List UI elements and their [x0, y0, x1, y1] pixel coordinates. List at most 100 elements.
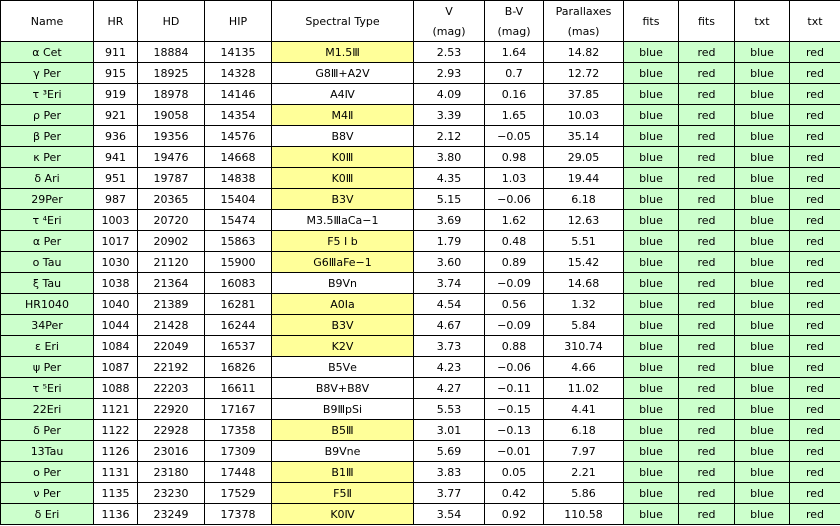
link-fits-blue[interactable]: blue	[623, 188, 679, 210]
link-fits-blue[interactable]: blue	[623, 461, 679, 483]
link-txt-red[interactable]: red	[789, 461, 840, 483]
link-fits-blue[interactable]: blue	[623, 419, 679, 441]
link-fits-blue[interactable]: blue	[623, 41, 679, 63]
header-v: V	[413, 0, 485, 21]
link-txt-red[interactable]: red	[789, 335, 840, 357]
link-fits-red[interactable]: red	[678, 461, 735, 483]
cell-hd: 23180	[137, 461, 205, 483]
header-v-unit: (mag)	[413, 21, 485, 42]
link-fits-red[interactable]: red	[678, 146, 735, 168]
link-fits-red[interactable]: red	[678, 335, 735, 357]
link-fits-blue[interactable]: blue	[623, 125, 679, 147]
link-txt-blue[interactable]: blue	[734, 272, 790, 294]
link-txt-red[interactable]: red	[789, 83, 840, 105]
link-fits-blue[interactable]: blue	[623, 356, 679, 378]
link-txt-blue[interactable]: blue	[734, 419, 790, 441]
cell-v-mag: 2.53	[413, 41, 485, 63]
link-txt-red[interactable]: red	[789, 209, 840, 231]
link-txt-blue[interactable]: blue	[734, 41, 790, 63]
link-fits-red[interactable]: red	[678, 167, 735, 189]
link-fits-red[interactable]: red	[678, 272, 735, 294]
link-fits-red[interactable]: red	[678, 62, 735, 84]
link-txt-red[interactable]: red	[789, 272, 840, 294]
link-fits-red[interactable]: red	[678, 251, 735, 273]
link-txt-red[interactable]: red	[789, 188, 840, 210]
link-txt-red[interactable]: red	[789, 146, 840, 168]
link-txt-red[interactable]: red	[789, 398, 840, 420]
link-txt-blue[interactable]: blue	[734, 356, 790, 378]
link-fits-blue[interactable]: blue	[623, 335, 679, 357]
link-fits-blue[interactable]: blue	[623, 167, 679, 189]
link-txt-red[interactable]: red	[789, 167, 840, 189]
link-fits-red[interactable]: red	[678, 125, 735, 147]
link-txt-blue[interactable]: blue	[734, 482, 790, 504]
link-txt-red[interactable]: red	[789, 125, 840, 147]
link-txt-red[interactable]: red	[789, 377, 840, 399]
link-fits-red[interactable]: red	[678, 377, 735, 399]
link-fits-blue[interactable]: blue	[623, 482, 679, 504]
link-txt-red[interactable]: red	[789, 419, 840, 441]
link-txt-blue[interactable]: blue	[734, 188, 790, 210]
link-txt-blue[interactable]: blue	[734, 377, 790, 399]
link-fits-blue[interactable]: blue	[623, 377, 679, 399]
link-txt-red[interactable]: red	[789, 104, 840, 126]
link-txt-red[interactable]: red	[789, 41, 840, 63]
link-txt-red[interactable]: red	[789, 314, 840, 336]
link-txt-red[interactable]: red	[789, 356, 840, 378]
link-fits-red[interactable]: red	[678, 293, 735, 315]
link-txt-blue[interactable]: blue	[734, 335, 790, 357]
table-row: ε Eri 1084 22049 16537 K2Ⅴ 3.73 0.88 310.74 blue…	[0, 335, 840, 357]
link-txt-red[interactable]: red	[789, 503, 840, 525]
link-fits-red[interactable]: red	[678, 314, 735, 336]
link-txt-blue[interactable]: blue	[734, 293, 790, 315]
link-txt-blue[interactable]: blue	[734, 125, 790, 147]
link-fits-red[interactable]: red	[678, 398, 735, 420]
link-txt-blue[interactable]: blue	[734, 83, 790, 105]
link-fits-blue[interactable]: blue	[623, 440, 679, 462]
link-txt-blue[interactable]: blue	[734, 251, 790, 273]
link-txt-blue[interactable]: blue	[734, 398, 790, 420]
link-fits-blue[interactable]: blue	[623, 146, 679, 168]
link-fits-red[interactable]: red	[678, 104, 735, 126]
link-fits-red[interactable]: red	[678, 41, 735, 63]
cell-name: ν Per	[0, 482, 94, 504]
link-txt-blue[interactable]: blue	[734, 104, 790, 126]
link-fits-blue[interactable]: blue	[623, 62, 679, 84]
link-txt-red[interactable]: red	[789, 251, 840, 273]
link-fits-red[interactable]: red	[678, 503, 735, 525]
link-txt-red[interactable]: red	[789, 62, 840, 84]
link-txt-red[interactable]: red	[789, 440, 840, 462]
link-txt-blue[interactable]: blue	[734, 314, 790, 336]
link-fits-red[interactable]: red	[678, 440, 735, 462]
link-fits-blue[interactable]: blue	[623, 293, 679, 315]
link-txt-blue[interactable]: blue	[734, 461, 790, 483]
link-txt-blue[interactable]: blue	[734, 503, 790, 525]
link-txt-blue[interactable]: blue	[734, 209, 790, 231]
link-fits-blue[interactable]: blue	[623, 272, 679, 294]
link-fits-blue[interactable]: blue	[623, 230, 679, 252]
link-txt-blue[interactable]: blue	[734, 230, 790, 252]
link-txt-blue[interactable]: blue	[734, 440, 790, 462]
link-fits-blue[interactable]: blue	[623, 251, 679, 273]
link-fits-blue[interactable]: blue	[623, 104, 679, 126]
cell-hd: 20902	[137, 230, 205, 252]
link-fits-red[interactable]: red	[678, 83, 735, 105]
link-fits-blue[interactable]: blue	[623, 503, 679, 525]
link-fits-blue[interactable]: blue	[623, 398, 679, 420]
link-txt-red[interactable]: red	[789, 482, 840, 504]
cell-hd: 23016	[137, 440, 205, 462]
link-fits-red[interactable]: red	[678, 230, 735, 252]
link-txt-blue[interactable]: blue	[734, 167, 790, 189]
link-fits-red[interactable]: red	[678, 188, 735, 210]
link-fits-red[interactable]: red	[678, 482, 735, 504]
link-txt-red[interactable]: red	[789, 230, 840, 252]
link-fits-red[interactable]: red	[678, 356, 735, 378]
link-fits-blue[interactable]: blue	[623, 314, 679, 336]
link-fits-red[interactable]: red	[678, 419, 735, 441]
link-txt-red[interactable]: red	[789, 293, 840, 315]
link-fits-blue[interactable]: blue	[623, 83, 679, 105]
link-txt-blue[interactable]: blue	[734, 146, 790, 168]
link-fits-red[interactable]: red	[678, 209, 735, 231]
link-txt-blue[interactable]: blue	[734, 62, 790, 84]
link-fits-blue[interactable]: blue	[623, 209, 679, 231]
